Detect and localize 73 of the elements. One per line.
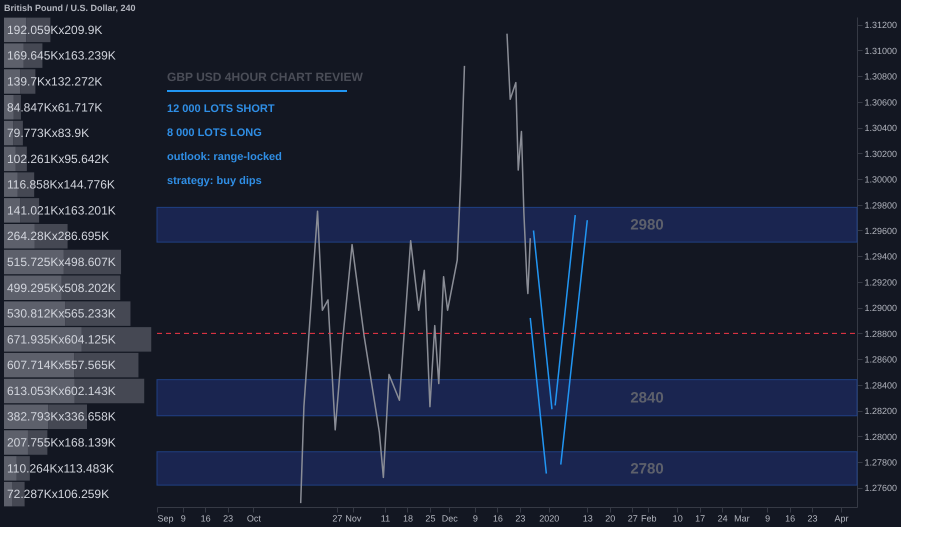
y-tick-label: 1.28200 bbox=[864, 406, 898, 416]
y-tick-label: 1.29000 bbox=[864, 303, 898, 314]
data-label: 530.812Kx565.233K bbox=[7, 306, 116, 321]
band-label: 2780 bbox=[630, 460, 664, 478]
annotation: 8 000 LOTS LONG bbox=[167, 127, 262, 139]
x-tick-label: 16 bbox=[200, 514, 211, 524]
x-tick-label: 10 bbox=[672, 514, 683, 524]
x-tick-label: Dec bbox=[442, 514, 458, 524]
y-tick-label: 1.28000 bbox=[864, 432, 898, 442]
x-tick-label: Nov bbox=[345, 514, 362, 524]
y-tick-label: 1.30800 bbox=[864, 72, 898, 82]
y-tick-label: 1.28600 bbox=[864, 354, 898, 365]
y-tick-label: 1.27800 bbox=[864, 457, 898, 468]
data-label: 84.847Kx61.717K bbox=[7, 100, 102, 114]
data-label: 79.773Kx83.9K bbox=[7, 126, 90, 140]
x-tick-label: 9 bbox=[472, 514, 478, 524]
x-tick-label: 16 bbox=[785, 514, 796, 524]
x-tick-label: 27 bbox=[332, 514, 342, 524]
y-tick-label: 1.30400 bbox=[864, 123, 898, 134]
data-label: 116.858Kx144.776K bbox=[7, 178, 115, 192]
y-tick-label: 1.30200 bbox=[864, 148, 898, 159]
data-label: 110.264Kx113.483K bbox=[7, 461, 114, 476]
data-label: 207.755Kx168.139K bbox=[7, 436, 116, 450]
x-tick-label: 13 bbox=[582, 514, 593, 524]
x-tick-label: 23 bbox=[808, 514, 818, 524]
data-label: 671.935Kx604.125K bbox=[7, 332, 116, 346]
x-tick-label: Mar bbox=[734, 514, 750, 524]
y-tick-label: 1.27600 bbox=[864, 483, 898, 494]
data-label: 72.287Kx106.259K bbox=[7, 487, 110, 502]
y-tick-label: 1.28800 bbox=[864, 328, 898, 339]
chart-title: British Pound / U.S. Dollar, 240 bbox=[4, 3, 136, 13]
annotation: 12 000 LOTS SHORT bbox=[167, 103, 275, 115]
y-tick-label: 1.29600 bbox=[864, 226, 898, 236]
x-tick-label: 23 bbox=[515, 514, 526, 524]
data-label: 607.714Kx557.565K bbox=[7, 358, 116, 372]
x-tick-label: 2020 bbox=[539, 514, 560, 524]
y-tick-label: 1.29800 bbox=[864, 200, 898, 210]
x-tick-label: Oct bbox=[246, 514, 262, 524]
data-label: 139.7Kx132.272K bbox=[7, 74, 102, 88]
x-tick-label: 24 bbox=[718, 514, 728, 524]
data-label: 499.295Kx508.202K bbox=[7, 280, 116, 295]
data-label: 192.059Kx209.9K bbox=[7, 22, 102, 37]
data-label: 102.261Kx95.642K bbox=[7, 152, 110, 166]
y-tick-label: 1.29400 bbox=[864, 252, 898, 262]
x-tick-label: 17 bbox=[695, 514, 706, 524]
data-label: 264.28Kx286.695K bbox=[7, 229, 110, 244]
x-tick-label: 9 bbox=[180, 514, 186, 524]
y-tick-label: 1.30600 bbox=[864, 97, 898, 108]
y-tick-label: 1.28400 bbox=[864, 380, 898, 390]
x-tick-label: 27 bbox=[628, 514, 638, 524]
data-label: 141.021Kx163.201K bbox=[7, 203, 116, 218]
data-label: 613.053Kx602.143K bbox=[7, 384, 116, 398]
data-label: 169.645Kx163.239K bbox=[7, 48, 116, 63]
data-label: 515.725Kx498.607K bbox=[7, 255, 116, 269]
x-tick-label: 25 bbox=[425, 514, 436, 524]
x-tick-label: 18 bbox=[402, 514, 413, 524]
x-tick-label: Sep bbox=[158, 514, 174, 524]
y-tick-label: 1.31200 bbox=[864, 20, 898, 30]
band-label: 2980 bbox=[630, 216, 664, 234]
y-tick-label: 1.30000 bbox=[864, 174, 898, 185]
band-label: 2840 bbox=[630, 390, 664, 407]
data-label: 382.793Kx336.658K bbox=[7, 410, 116, 424]
annotation: outlook: range-locked bbox=[167, 151, 282, 163]
y-tick-label: 1.29200 bbox=[864, 277, 898, 288]
y-tick-label: 1.31000 bbox=[864, 46, 898, 56]
x-tick-label: 23 bbox=[223, 514, 234, 524]
x-tick-label: Feb bbox=[641, 514, 657, 524]
x-tick-label: 9 bbox=[765, 514, 770, 524]
x-tick-label: 11 bbox=[380, 514, 390, 524]
x-tick-label: 20 bbox=[605, 514, 616, 524]
x-tick-label: 16 bbox=[492, 514, 503, 524]
x-tick-label: Apr bbox=[834, 514, 848, 524]
annotation: strategy: buy dips bbox=[167, 175, 262, 187]
